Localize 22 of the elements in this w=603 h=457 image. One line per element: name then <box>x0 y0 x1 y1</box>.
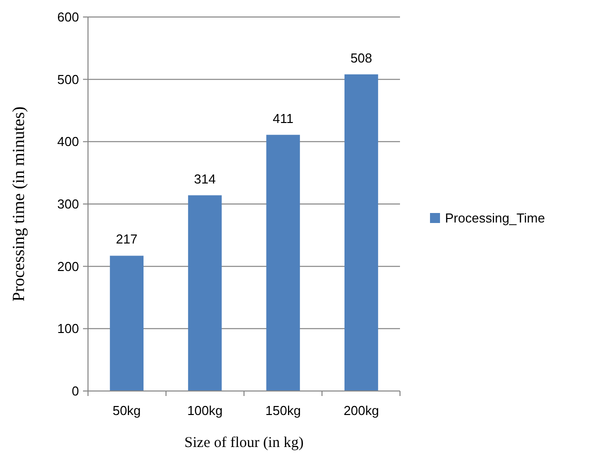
y-tick-label: 600 <box>57 10 79 25</box>
y-axis-title: Processing time (in minutes) <box>9 106 28 302</box>
x-axis-title: Size of flour (in kg) <box>184 435 304 451</box>
x-tick-label: 150kg <box>265 403 301 418</box>
y-tick-label: 100 <box>57 321 79 336</box>
data-label: 314 <box>194 171 216 186</box>
y-tick-label: 300 <box>57 196 79 212</box>
x-tick-label: 50kg <box>112 403 141 418</box>
data-label: 217 <box>116 232 138 247</box>
y-tick-label: 0 <box>72 384 79 399</box>
y-tick-label: 400 <box>57 134 79 150</box>
data-label: 411 <box>272 110 294 126</box>
bar <box>188 195 222 391</box>
bar <box>266 134 300 391</box>
legend-label: Processing_Time <box>445 210 545 226</box>
bar <box>110 256 144 391</box>
y-tick-label: 200 <box>57 258 79 274</box>
y-tick-label: 500 <box>57 72 79 87</box>
x-tick-label: 200kg <box>344 403 380 418</box>
bar <box>344 74 378 391</box>
data-label: 508 <box>350 50 372 66</box>
x-tick-label: 100kg <box>187 403 223 418</box>
